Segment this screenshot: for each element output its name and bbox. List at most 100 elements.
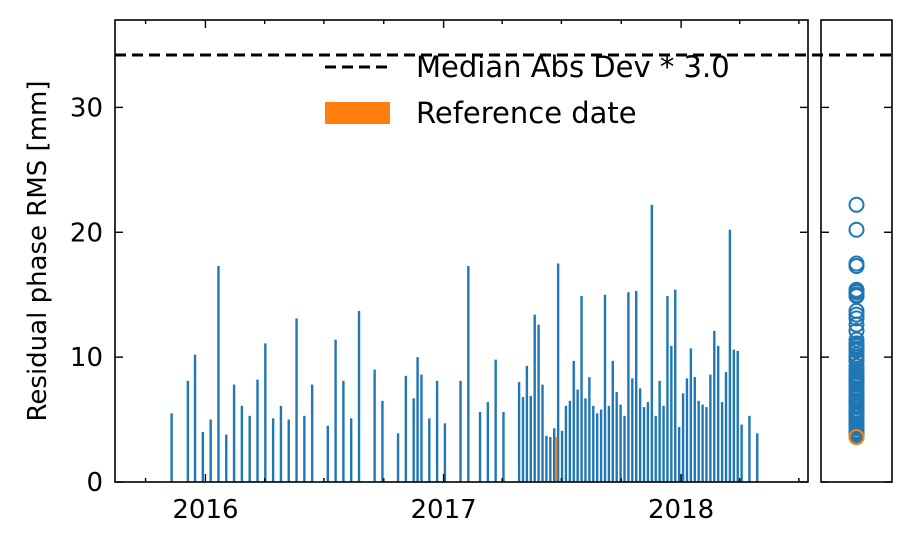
y-axis-label: Residual phase RMS [mm] [23, 81, 53, 422]
main-axes-frame [114, 19, 809, 483]
bar [638, 388, 642, 482]
main-plot-area: Median Abs Dev * 3.0 Reference date 0 10 20 3… [23, 19, 892, 525]
bar [631, 378, 634, 482]
bar [658, 380, 661, 482]
bar [240, 405, 244, 482]
bar [467, 265, 470, 482]
y-tick-label: 0 [86, 468, 103, 498]
bar [611, 360, 614, 482]
bar [217, 265, 220, 482]
legend: Median Abs Dev * 3.0 Reference date [325, 50, 730, 130]
bar [576, 389, 579, 482]
side-axes-frame [820, 19, 893, 483]
bar [478, 412, 482, 482]
distribution-point [848, 342, 865, 359]
bar [342, 380, 345, 482]
bar [529, 395, 532, 482]
bar [588, 377, 591, 482]
bar [701, 404, 704, 482]
bar [545, 435, 548, 482]
legend-threshold-label: Median Abs Dev * 3.0 [416, 50, 730, 84]
bar [689, 348, 693, 482]
bar [357, 310, 361, 482]
bar [350, 418, 353, 482]
bar [396, 433, 400, 482]
bar [666, 295, 669, 482]
bar [599, 409, 603, 482]
bar [334, 339, 337, 482]
bar [556, 263, 560, 482]
bar [720, 402, 724, 482]
legend-reference-label: Reference date [416, 96, 637, 130]
distribution-point [848, 316, 865, 333]
distribution-point [848, 407, 865, 424]
bar [748, 415, 751, 482]
bar [642, 407, 646, 482]
bar [303, 415, 306, 482]
x-tick-label: 2018 [648, 495, 714, 525]
bar [674, 289, 677, 482]
bar [580, 295, 583, 482]
bar [693, 377, 696, 482]
x-tick-label: 2017 [411, 495, 477, 525]
bar [732, 349, 736, 482]
bar [685, 378, 689, 482]
distribution-point [848, 221, 865, 238]
bar [502, 412, 505, 482]
bar [627, 292, 630, 482]
bar [681, 393, 685, 482]
bar [373, 369, 376, 482]
bar [584, 398, 587, 482]
bar [459, 380, 462, 482]
bar [592, 405, 595, 482]
y-tick-label: 30 [70, 93, 103, 123]
bar [709, 374, 712, 482]
bar [225, 434, 228, 482]
bar [560, 430, 564, 482]
bar [404, 375, 408, 482]
distribution-point [848, 306, 865, 323]
bar [443, 423, 447, 482]
bar [201, 432, 205, 482]
bar [713, 330, 716, 482]
bar [256, 379, 259, 482]
distribution-plot-area [820, 19, 893, 483]
bar [728, 229, 732, 482]
distribution-point [848, 281, 865, 298]
bar [420, 374, 423, 482]
distribution-point [848, 399, 865, 416]
bar [717, 345, 720, 482]
bar [295, 318, 298, 482]
bar [287, 419, 290, 482]
bar [607, 405, 611, 482]
bar [326, 425, 329, 482]
bar [654, 415, 657, 482]
bar [494, 359, 497, 482]
bar [623, 415, 626, 482]
bar [209, 419, 212, 482]
distribution-point [848, 364, 865, 381]
bar [264, 343, 267, 482]
bar [553, 428, 556, 482]
bar [646, 402, 650, 482]
bar [170, 413, 173, 482]
bar [724, 372, 728, 482]
bar [412, 398, 415, 482]
bar [435, 380, 439, 482]
reference-bar [554, 437, 558, 482]
bar [705, 407, 708, 482]
bar [416, 357, 419, 482]
bar [533, 314, 536, 482]
bar [186, 380, 190, 482]
bar [232, 384, 236, 482]
bar [517, 382, 521, 482]
bar [677, 427, 681, 482]
bar [521, 397, 525, 482]
bar [537, 324, 540, 482]
bar [193, 354, 197, 482]
bar [248, 415, 251, 482]
bar [271, 418, 275, 482]
reference-point [848, 428, 865, 446]
bar [310, 384, 314, 482]
